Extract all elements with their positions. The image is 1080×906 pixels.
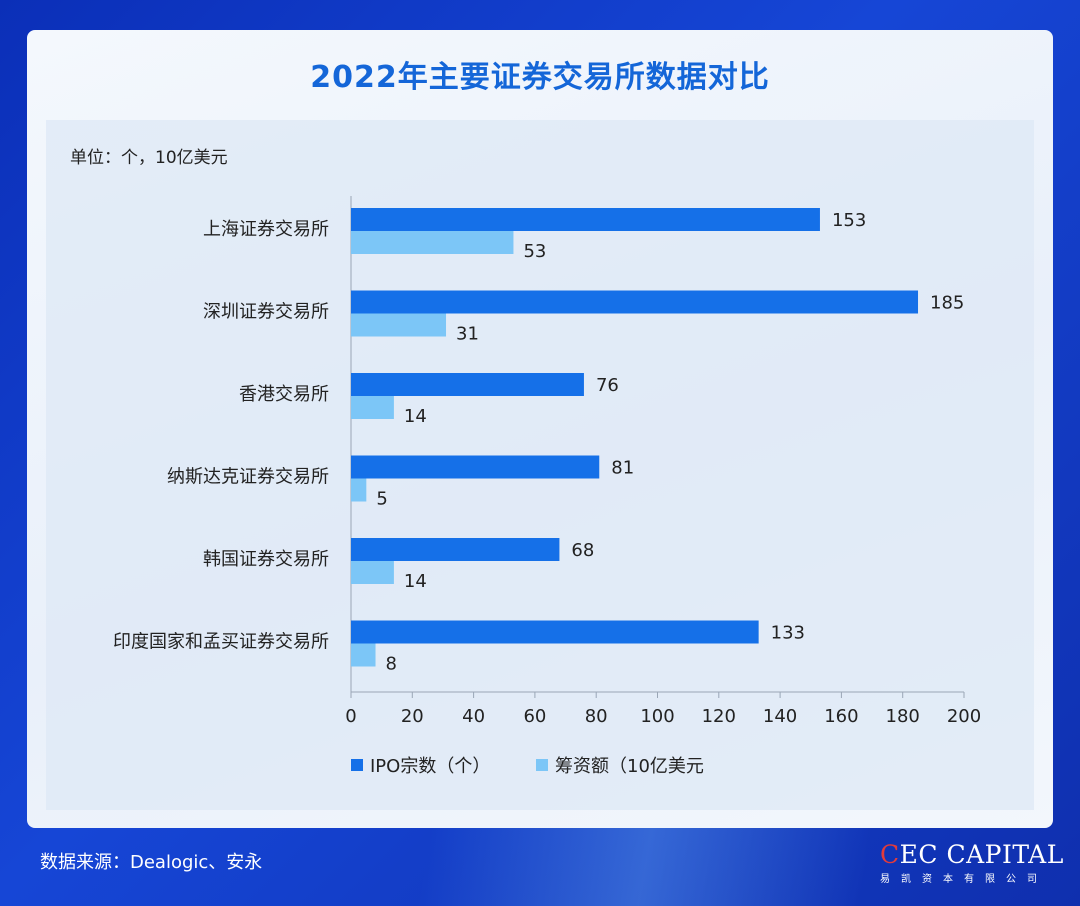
funds-value-label: 8 <box>386 654 397 675</box>
category-label: 深圳证券交易所 <box>203 302 329 323</box>
category-label: 印度国家和孟买证券交易所 <box>113 632 329 653</box>
ipo-value-label: 185 <box>930 293 964 314</box>
funds-value-label: 31 <box>456 324 479 345</box>
funds-raised-bar <box>351 643 376 667</box>
source-note: 数据来源：Dealogic、安永 <box>40 852 263 873</box>
ipo-count-bar <box>351 208 820 231</box>
x-tick-label: 20 <box>401 706 424 727</box>
funds-value-label: 14 <box>404 571 427 592</box>
funds-value-label: 53 <box>523 241 546 262</box>
funds-value-label: 5 <box>376 489 387 510</box>
x-tick-label: 60 <box>523 706 546 727</box>
funds-raised-bar <box>351 478 367 502</box>
x-tick-label: 120 <box>702 706 736 727</box>
ipo-count-bar <box>351 373 584 396</box>
funds-raised-bar <box>351 396 394 419</box>
x-tick-label: 80 <box>585 706 608 727</box>
ipo-value-label: 76 <box>596 375 619 396</box>
ipo-count-bar <box>351 620 759 644</box>
legend-label-funds: 筹资额（10亿美元 <box>555 756 704 777</box>
funds-value-label: 14 <box>404 406 427 427</box>
company-logo: CEC CAPITAL 易凯资本有限公司 <box>880 840 1063 888</box>
x-tick-label: 140 <box>763 706 797 727</box>
legend-label-ipo: IPO宗数（个） <box>370 756 490 777</box>
x-tick-label: 40 <box>462 706 485 727</box>
logo-sub-text: 易凯资本有限公司 <box>880 874 1048 885</box>
x-tick-label: 180 <box>886 706 920 727</box>
ipo-count-bar <box>351 455 600 479</box>
ipo-value-label: 153 <box>832 210 866 231</box>
funds-raised-bar <box>351 231 514 254</box>
logo-main-rest: EC CAPITAL <box>899 840 1064 869</box>
category-label: 上海证券交易所 <box>203 219 329 240</box>
category-label: 纳斯达克证券交易所 <box>167 467 329 488</box>
chart-title: 2022年主要证券交易所数据对比 <box>310 60 770 95</box>
ipo-value-label: 133 <box>771 623 805 644</box>
category-label: 香港交易所 <box>239 384 329 405</box>
funds-raised-bar <box>351 313 447 337</box>
unit-label: 单位：个，10亿美元 <box>70 148 228 168</box>
category-label: 韩国证券交易所 <box>203 549 329 570</box>
ipo-value-label: 81 <box>611 458 634 479</box>
x-tick-label: 100 <box>640 706 674 727</box>
logo-accent-letter: C <box>880 840 900 869</box>
x-tick-label: 200 <box>947 706 981 727</box>
ipo-count-bar <box>351 290 919 314</box>
legend-swatch-ipo <box>351 759 363 771</box>
logo-main-text: CEC CAPITAL <box>880 840 1063 869</box>
funds-raised-bar <box>351 561 394 584</box>
x-tick-label: 160 <box>824 706 858 727</box>
ipo-value-label: 68 <box>571 540 594 561</box>
ipo-count-bar <box>351 538 560 561</box>
x-tick-label: 0 <box>345 706 356 727</box>
legend-swatch-funds <box>536 759 548 771</box>
